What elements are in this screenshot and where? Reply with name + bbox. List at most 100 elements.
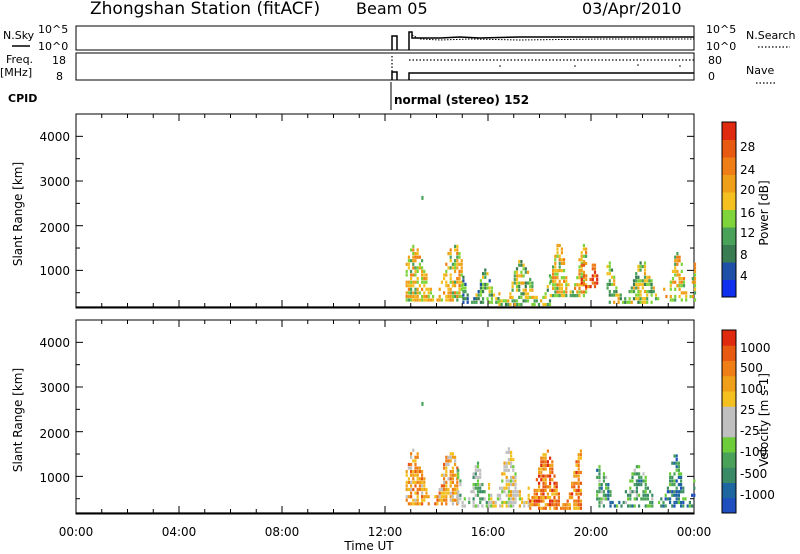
velocity-cell — [598, 479, 601, 483]
power-cell — [412, 291, 415, 295]
power-cell — [515, 285, 519, 289]
velocity-cell — [449, 484, 452, 488]
power-cell — [498, 292, 501, 296]
velocity-cell — [499, 486, 502, 490]
power-cell — [515, 299, 519, 303]
velocity-cell — [680, 504, 683, 508]
power-cell — [421, 273, 424, 277]
velocity-cell — [644, 483, 647, 487]
power-cell — [418, 284, 421, 288]
power-cell — [484, 286, 487, 290]
power-cell — [410, 269, 413, 273]
velocity-cell — [575, 474, 578, 478]
power-cell — [416, 248, 419, 252]
velocity-cell — [669, 497, 672, 501]
velocity-cell — [483, 490, 486, 494]
velocity-cell — [571, 496, 574, 500]
velocity-cell — [512, 483, 515, 487]
velocity-cell — [505, 450, 508, 454]
velocity-cell — [472, 486, 475, 490]
power-cell — [676, 255, 679, 259]
velocity-cell — [540, 456, 543, 460]
power-cell — [513, 274, 516, 278]
velocity-y-tick-3000: 3000 — [39, 381, 70, 395]
power-cell — [488, 286, 491, 290]
power-cell — [416, 252, 419, 256]
velocity-cell — [414, 502, 417, 506]
power-cell — [432, 294, 435, 299]
velocity-cell — [633, 504, 636, 508]
power-cell — [443, 277, 446, 281]
power-cell — [458, 273, 461, 277]
power-cell — [637, 290, 640, 294]
velocity-cell — [609, 500, 612, 505]
velocity-cell — [673, 472, 676, 476]
velocity-cell — [577, 474, 580, 478]
velocity-cell — [551, 467, 554, 471]
velocity-cbar-tick-neg25: -25 — [740, 424, 760, 438]
power-cell — [423, 294, 426, 299]
velocity-cell — [680, 490, 683, 494]
beam-label: Beam 05 — [356, 0, 428, 18]
power-cell — [460, 266, 463, 270]
velocity-colorbar-frame — [721, 329, 737, 514]
power-cell — [537, 302, 541, 307]
velocity-cell — [412, 498, 415, 502]
power-cell — [639, 297, 642, 301]
power-cell — [531, 281, 534, 285]
power-cell — [556, 243, 559, 248]
velocity-cell — [535, 499, 538, 503]
velocity-cell — [443, 462, 446, 467]
velocity-cell — [677, 500, 680, 505]
power-cell — [608, 268, 611, 272]
power-cell — [507, 299, 510, 303]
velocity-cell — [445, 495, 448, 499]
velocity-cell — [535, 496, 538, 500]
velocity-cell — [529, 499, 532, 503]
velocity-cell — [410, 462, 413, 467]
power-cell — [580, 277, 583, 282]
velocity-cell — [507, 486, 510, 490]
power-cell — [522, 267, 525, 271]
power-cell — [462, 286, 465, 290]
velocity-cell — [407, 502, 410, 506]
power-cell — [560, 286, 563, 290]
power-cell — [460, 287, 463, 291]
velocity-cell — [514, 486, 517, 490]
power-cell — [674, 280, 677, 284]
power-cell — [454, 291, 457, 295]
power-cell — [466, 297, 469, 301]
freq-tick-top: 18 — [52, 54, 66, 67]
power-cell — [639, 300, 642, 304]
velocity-cell — [421, 477, 424, 481]
velocity-cell — [488, 493, 491, 497]
velocity-cell — [421, 484, 424, 488]
power-cell — [414, 266, 417, 270]
velocity-cell — [693, 486, 696, 490]
velocity-cell — [440, 491, 443, 495]
velocity-cell — [631, 475, 634, 479]
power-cell — [418, 255, 421, 259]
nsearch-trace — [411, 34, 694, 41]
velocity-cell — [538, 499, 541, 503]
velocity-cell — [675, 486, 678, 490]
power-cell — [693, 273, 697, 277]
velocity-cell — [542, 481, 545, 485]
power-cell — [643, 282, 647, 286]
velocity-cell — [507, 497, 510, 501]
velocity-cell — [573, 481, 576, 485]
power-cell — [423, 298, 426, 302]
power-cell — [643, 261, 647, 265]
power-cell — [556, 254, 559, 258]
velocity-cell — [507, 504, 510, 508]
velocity-cell — [693, 479, 696, 483]
velocity-cell — [635, 490, 638, 494]
power-cell — [674, 262, 677, 266]
velocity-cell — [418, 477, 421, 481]
velocity-cell — [544, 460, 547, 464]
velocity-cell — [629, 490, 632, 494]
power-cbar-tick-20: 20 — [740, 183, 755, 197]
freq-label: Freq. — [6, 53, 33, 66]
velocity-cell — [414, 459, 417, 463]
velocity-cell — [566, 506, 569, 510]
